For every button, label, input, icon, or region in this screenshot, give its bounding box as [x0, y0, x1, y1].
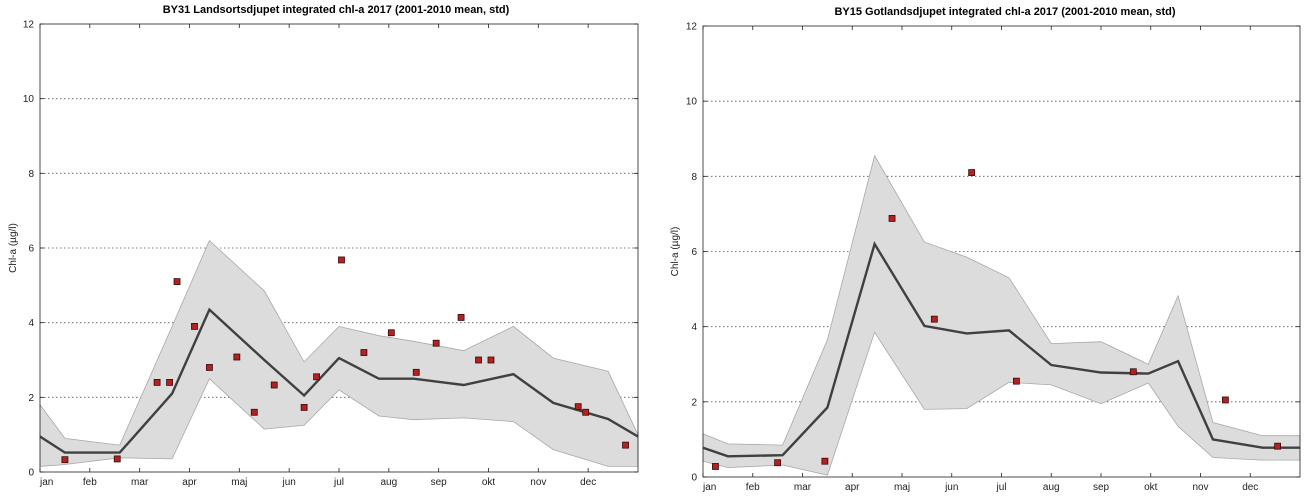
observation-point [930, 315, 938, 323]
observation-point [113, 455, 121, 463]
y-tick-label: 8 [28, 169, 34, 180]
x-tick-label: feb [83, 477, 97, 488]
observation-point [712, 463, 719, 470]
observation-point [1221, 396, 1229, 404]
observation-point [387, 329, 395, 337]
observation-point [821, 457, 829, 465]
x-tick-label: feb [746, 482, 760, 493]
y-tick-label: 8 [691, 172, 697, 183]
observation-point [338, 256, 345, 264]
chart-by15: BY15 Gotlandsdjupet integrated chl-a 201… [670, 6, 1301, 493]
y-tick-label: 12 [686, 22, 698, 33]
observation-point [968, 169, 976, 176]
observation-point [270, 381, 278, 389]
x-tick-label: maj [231, 477, 247, 488]
x-tick-label: jun [281, 477, 295, 488]
observation-point [582, 408, 590, 416]
x-tick-label: mar [794, 482, 812, 493]
x-tick-label: mar [131, 477, 149, 488]
observation-point [574, 403, 582, 411]
y-tick-label: 0 [28, 468, 34, 479]
x-tick-label: nov [530, 477, 546, 488]
observation-point [1013, 377, 1020, 385]
x-tick-label: apr [182, 477, 197, 488]
x-tick-label: jul [333, 477, 344, 488]
mean-line [39, 307, 639, 454]
x-tick-label: nov [1192, 482, 1208, 493]
x-tick-label: apr [845, 482, 860, 493]
y-axis-label: Chl-a (µg/l) [670, 227, 681, 277]
y-tick-label: 10 [686, 97, 698, 108]
y-tick-label: 2 [691, 397, 697, 408]
y-tick-label: 10 [23, 94, 35, 105]
observation-point [457, 314, 465, 321]
observation-point [487, 356, 495, 364]
y-tick-label: 2 [28, 393, 34, 404]
y-tick-label: 6 [691, 247, 697, 258]
plot-area [703, 26, 1300, 477]
observation-point [153, 378, 161, 386]
observation-point [250, 408, 258, 416]
x-tick-label: aug [380, 477, 397, 488]
y-axis-label: Chl-a (µg/l) [8, 223, 19, 273]
y-tick-label: 6 [28, 244, 34, 255]
x-tick-label: jan [702, 482, 716, 493]
observation-point [166, 378, 173, 386]
chart-title: BY31 Landsortsdjupet integrated chl-a 20… [163, 4, 510, 16]
observation-point [412, 368, 420, 376]
observation-point [622, 441, 629, 449]
x-tick-label: sep [1093, 482, 1110, 493]
observation-point [173, 278, 181, 286]
observation-point [475, 356, 482, 364]
observation-point [432, 339, 440, 347]
mean-line [702, 241, 1300, 458]
observation-point [300, 404, 308, 411]
y-tick-label: 0 [691, 473, 697, 484]
x-tick-label: jun [944, 482, 958, 493]
observation-point [1274, 442, 1282, 450]
x-tick-label: dec [580, 477, 596, 488]
y-tick-label: 4 [28, 318, 34, 329]
x-tick-label: jul [995, 482, 1006, 493]
observation-point [313, 373, 320, 381]
observation-point [360, 349, 368, 356]
x-tick-label: aug [1043, 482, 1060, 493]
x-tick-label: okt [482, 477, 496, 488]
observation-point [1129, 368, 1137, 376]
y-tick-label: 12 [23, 20, 35, 31]
y-tick-label: 4 [691, 322, 697, 333]
observation-point [774, 459, 782, 467]
x-tick-label: okt [1144, 482, 1158, 493]
observation-point [61, 456, 69, 464]
observation-point [206, 364, 213, 371]
chart-by31: BY31 Landsortsdjupet integrated chl-a 20… [8, 4, 639, 488]
observation-point [233, 353, 241, 361]
x-tick-label: jan [39, 477, 53, 488]
x-tick-label: maj [894, 482, 910, 493]
x-tick-label: sep [431, 477, 448, 488]
chart-title: BY15 Gotlandsdjupet integrated chl-a 201… [834, 6, 1175, 18]
observation-point [191, 322, 198, 330]
x-tick-label: dec [1242, 482, 1258, 493]
observation-point [888, 215, 896, 222]
